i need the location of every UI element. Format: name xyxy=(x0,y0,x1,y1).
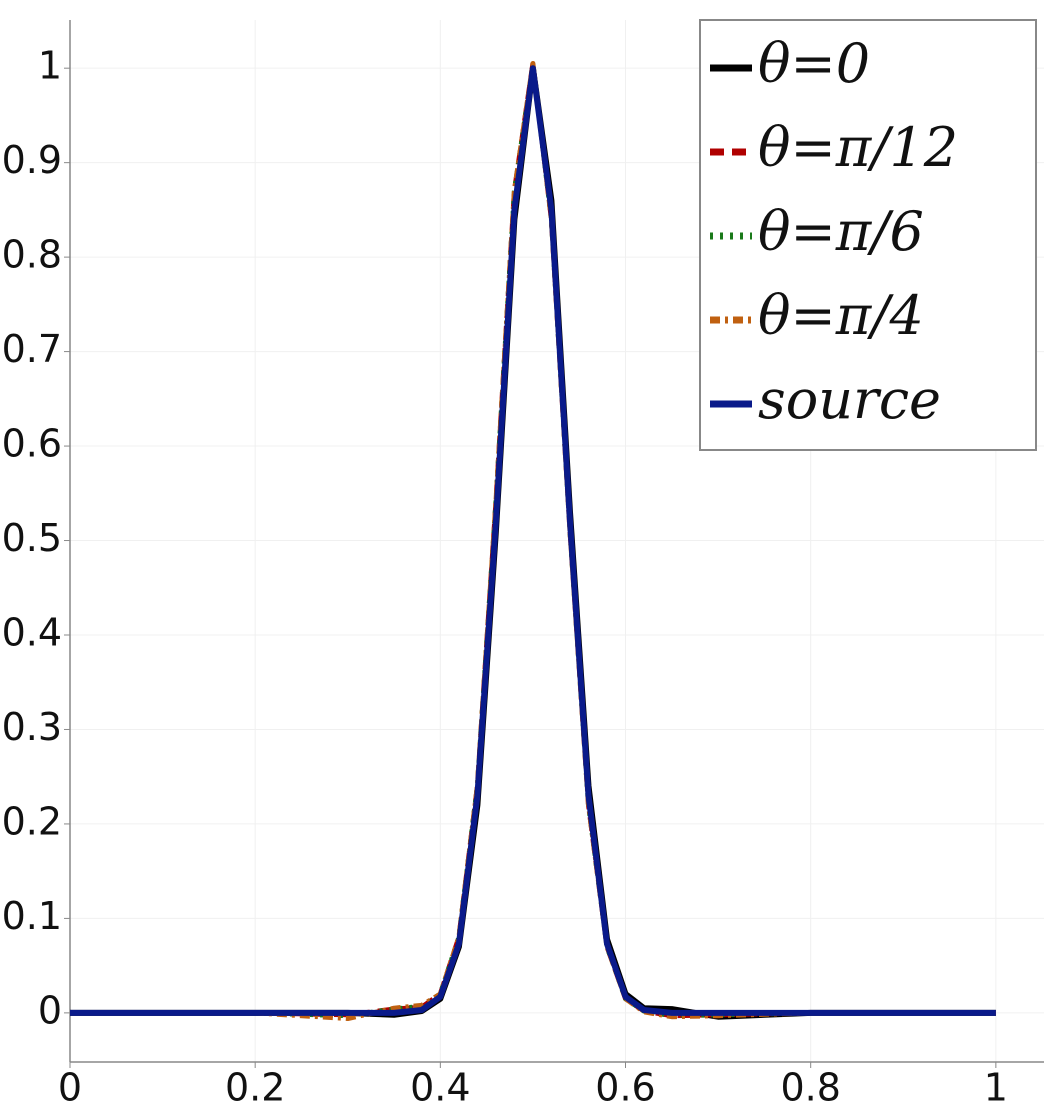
legend-box xyxy=(699,19,1037,451)
y-tick-label: 0.4 xyxy=(2,610,62,654)
x-tick-label: 0.6 xyxy=(595,1066,655,1110)
x-tick-label: 0.2 xyxy=(225,1066,285,1110)
y-tick-label: 0.9 xyxy=(2,138,62,182)
x-tick-label: 0.4 xyxy=(410,1066,470,1110)
y-tick-label: 0 xyxy=(38,988,62,1032)
legend-label: θ=π/12 xyxy=(758,116,958,179)
x-tick-label: 1 xyxy=(984,1066,1008,1110)
y-tick-label: 0.5 xyxy=(2,516,62,560)
x-tick-label: 0.8 xyxy=(780,1066,840,1110)
legend-label: θ=0 xyxy=(758,32,870,95)
y-tick-label: 0.1 xyxy=(2,894,62,938)
y-tick-label: 0.2 xyxy=(2,799,62,843)
legend-label: source xyxy=(758,368,941,431)
y-tick-label: 1 xyxy=(38,44,62,88)
x-tick-label: 0 xyxy=(58,1066,82,1110)
y-tick-label: 0.6 xyxy=(2,422,62,466)
series-line xyxy=(70,61,996,1021)
y-tick-label: 0.8 xyxy=(2,233,62,277)
y-tick-label: 0.3 xyxy=(2,705,62,749)
series-line xyxy=(70,65,996,1016)
legend-label: θ=π/4 xyxy=(758,284,924,347)
y-tick-label: 0.7 xyxy=(2,327,62,371)
legend-label: θ=π/6 xyxy=(758,200,924,263)
